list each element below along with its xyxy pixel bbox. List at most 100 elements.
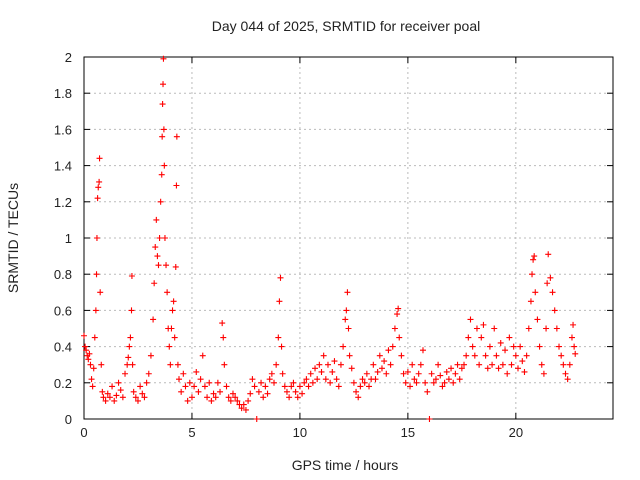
x-tick-label: 0	[80, 425, 87, 440]
data-point	[178, 388, 185, 395]
data-point	[391, 325, 398, 332]
data-point	[443, 368, 450, 375]
data-point	[299, 390, 306, 397]
data-point	[129, 361, 136, 368]
data-point	[512, 352, 519, 359]
data-point	[277, 274, 284, 281]
data-point	[247, 390, 254, 397]
data-point	[424, 388, 431, 395]
data-point	[558, 352, 565, 359]
data-point	[456, 376, 463, 383]
data-point	[221, 361, 228, 368]
data-point	[197, 376, 204, 383]
data-point	[353, 388, 360, 395]
data-point	[461, 361, 468, 368]
data-point	[432, 376, 439, 383]
data-point	[160, 81, 167, 88]
data-point	[495, 365, 502, 372]
data-point	[534, 316, 541, 323]
data-point	[240, 401, 247, 408]
y-tick-label: 1.2	[54, 195, 72, 210]
data-point	[544, 280, 551, 287]
data-point	[82, 343, 89, 350]
y-tick-label: 1.8	[54, 86, 72, 101]
data-point	[212, 394, 219, 401]
data-point	[378, 365, 385, 372]
data-point	[262, 383, 269, 390]
data-point	[357, 383, 364, 390]
data-point	[113, 392, 120, 399]
data-point	[171, 334, 178, 341]
data-point	[314, 376, 321, 383]
data-point	[214, 379, 221, 386]
data-point	[160, 126, 167, 133]
data-point	[419, 347, 426, 354]
data-point	[448, 365, 455, 372]
data-points	[81, 55, 579, 422]
y-axis-label: SRMTID / TECUs	[5, 183, 21, 293]
data-point	[499, 361, 506, 368]
data-point	[276, 298, 283, 305]
data-point	[482, 352, 489, 359]
data-point	[532, 289, 539, 296]
data-point	[81, 332, 87, 339]
data-point	[147, 352, 154, 359]
data-point	[521, 368, 528, 375]
data-point	[312, 365, 319, 372]
data-point	[385, 347, 392, 354]
x-axis-label: GPS time / hours	[292, 457, 399, 473]
data-point	[396, 334, 403, 341]
data-point	[134, 397, 141, 404]
data-point	[141, 394, 148, 401]
data-point	[88, 376, 95, 383]
data-point	[489, 361, 496, 368]
grid	[84, 57, 613, 419]
data-point	[504, 370, 511, 377]
data-point	[249, 376, 256, 383]
data-point	[166, 343, 173, 350]
data-point	[155, 262, 162, 269]
data-point	[370, 361, 377, 368]
data-point	[195, 388, 202, 395]
data-point	[97, 289, 104, 296]
data-point	[242, 406, 249, 413]
data-point	[309, 379, 316, 386]
data-point	[111, 397, 118, 404]
data-point	[159, 133, 166, 140]
data-point	[117, 387, 124, 394]
data-point	[161, 235, 168, 241]
data-point	[294, 394, 301, 401]
data-point	[95, 184, 102, 191]
data-point	[104, 390, 111, 397]
data-point	[174, 361, 181, 368]
data-point	[85, 356, 92, 363]
data-point	[301, 379, 308, 386]
data-point	[186, 379, 193, 386]
data-point	[109, 383, 116, 390]
data-point	[329, 368, 336, 375]
data-point	[493, 352, 500, 359]
data-point	[168, 325, 175, 332]
data-point	[126, 343, 133, 350]
data-point	[98, 361, 105, 368]
data-point	[173, 182, 180, 189]
data-point	[161, 162, 168, 169]
data-point	[100, 394, 107, 401]
x-tick-label: 15	[401, 425, 415, 440]
data-point	[480, 321, 487, 328]
data-point	[471, 352, 478, 359]
data-point	[571, 343, 578, 350]
y-tick-label: 1.4	[54, 159, 72, 174]
data-point	[514, 365, 521, 372]
data-point	[335, 383, 342, 390]
data-point	[564, 376, 571, 383]
data-point	[359, 376, 366, 383]
data-point	[217, 388, 224, 395]
data-point	[143, 379, 150, 386]
data-point	[225, 394, 232, 401]
data-point	[164, 289, 171, 296]
data-point	[374, 368, 381, 375]
data-point	[170, 298, 177, 305]
data-point	[279, 370, 286, 377]
data-point	[93, 235, 100, 241]
